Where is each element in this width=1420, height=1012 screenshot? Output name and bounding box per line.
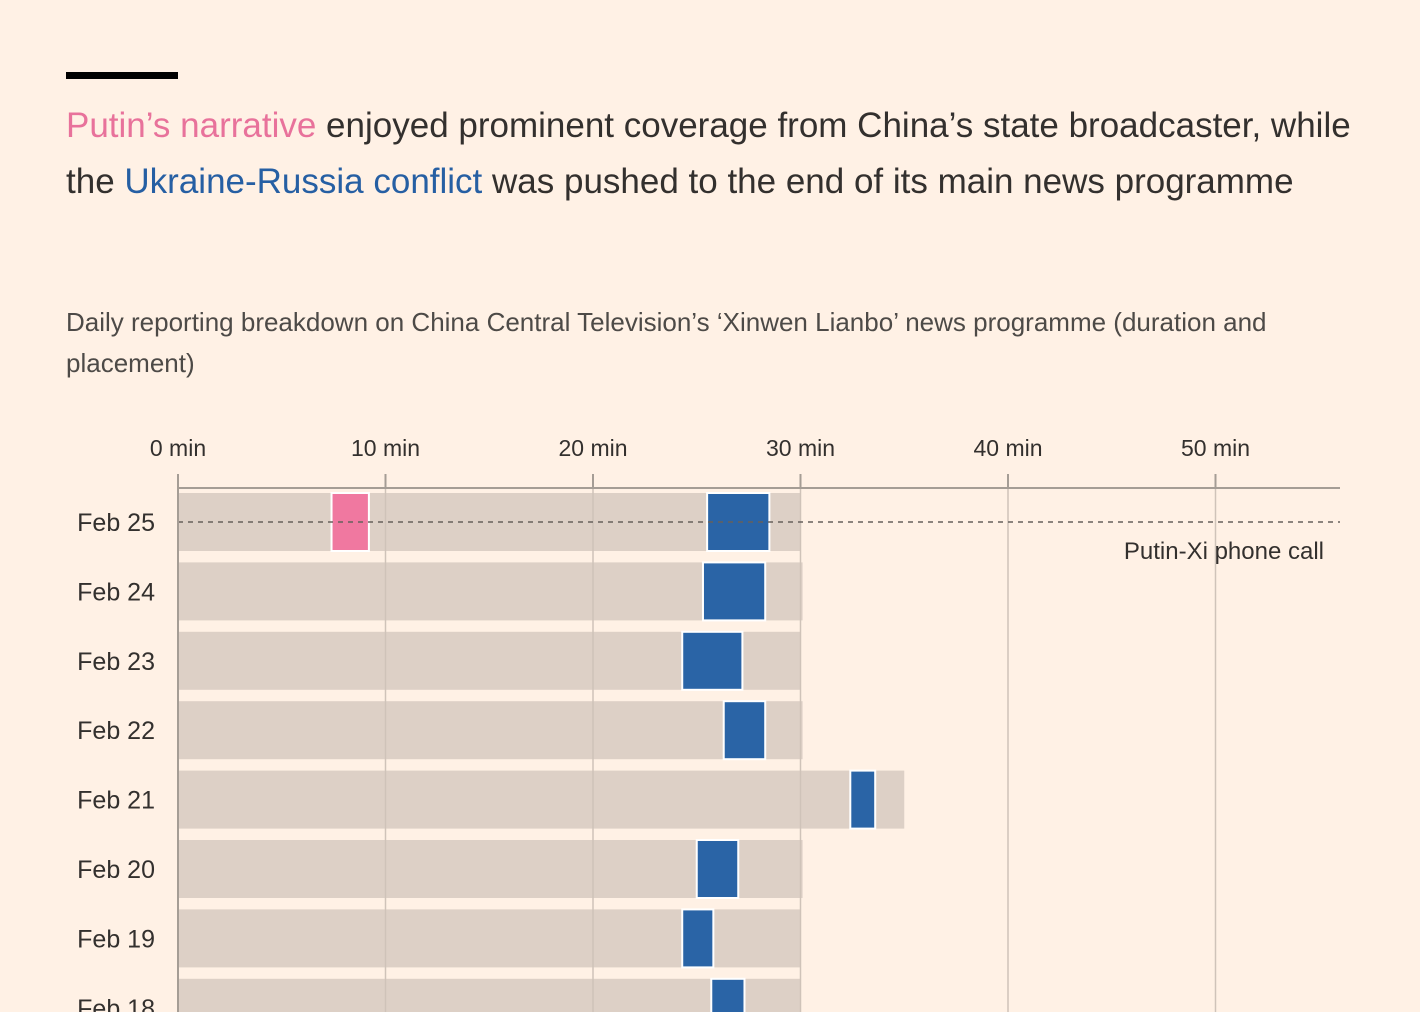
headline-putin-highlight: Putin’s narrative — [66, 106, 317, 145]
x-tick-label: 0 min — [150, 435, 206, 461]
category-label: Feb 18 — [77, 995, 155, 1012]
x-tick-label: 10 min — [351, 435, 420, 461]
ukraine-segment — [722, 700, 767, 761]
category-label: Feb 19 — [77, 925, 155, 953]
x-tick-label: 30 min — [766, 435, 835, 461]
headline-text-middle: enjoyed prominent coverage from China’s … — [66, 106, 1351, 201]
programme-bar — [178, 562, 803, 621]
category-label: Feb 25 — [77, 509, 155, 537]
category-label: Feb 21 — [77, 787, 155, 815]
x-tick-label: 20 min — [558, 435, 627, 461]
headline: Putin’s narrative enjoyed prominent cove… — [66, 98, 1366, 210]
x-tick-label: 40 min — [973, 435, 1042, 461]
programme-bar — [178, 978, 801, 1012]
category-label: Feb 24 — [77, 578, 155, 606]
ukraine-segment — [681, 630, 744, 691]
category-label: Feb 20 — [77, 856, 155, 884]
ukraine-segment — [849, 769, 877, 830]
header-rule — [66, 72, 178, 79]
ukraine-segment — [701, 561, 767, 622]
category-label: Feb 23 — [77, 648, 155, 676]
ukraine-segment — [681, 908, 715, 969]
ukraine-segment — [710, 977, 746, 1012]
headline-ukraine-highlight: Ukraine-Russia conflict — [124, 162, 483, 201]
programme-bar — [178, 770, 905, 829]
category-label: Feb 22 — [77, 717, 155, 745]
ukraine-segment — [695, 839, 740, 899]
annotation-label: Putin-Xi phone call — [1124, 538, 1324, 565]
chart-subtitle: Daily reporting breakdown on China Centr… — [66, 307, 1267, 378]
programme-bar — [178, 701, 803, 760]
x-tick-label: 50 min — [1181, 435, 1250, 461]
headline-text-end: was pushed to the end of its main news p… — [482, 162, 1294, 201]
